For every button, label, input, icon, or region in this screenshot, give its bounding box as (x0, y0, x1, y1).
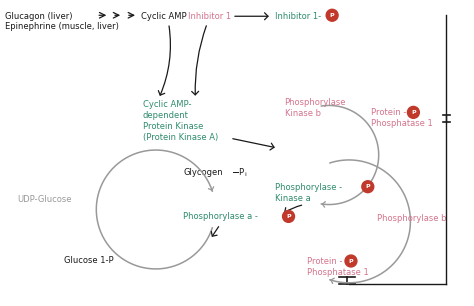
Circle shape (326, 9, 338, 21)
Text: Phosphorylase a -: Phosphorylase a - (183, 212, 258, 222)
Text: Inhibitor 1: Inhibitor 1 (189, 12, 232, 21)
Text: Epinephrine (muscle, liver): Epinephrine (muscle, liver) (5, 22, 119, 31)
Text: Glucose 1-P: Glucose 1-P (64, 256, 113, 265)
Text: P: P (238, 168, 243, 177)
Text: i: i (244, 172, 246, 177)
Text: Protein -: Protein - (371, 108, 406, 118)
Text: Glucagon (liver): Glucagon (liver) (5, 12, 73, 21)
Text: UDP-Glucose: UDP-Glucose (17, 195, 72, 203)
Text: Cyclic AMP: Cyclic AMP (141, 12, 186, 21)
Circle shape (408, 106, 419, 118)
Text: Glycogen: Glycogen (183, 168, 223, 177)
Text: Phosphorylase b: Phosphorylase b (377, 215, 446, 223)
Text: P: P (365, 184, 370, 189)
Text: P: P (349, 259, 353, 263)
Text: Phosphatase 1: Phosphatase 1 (371, 119, 432, 128)
Text: P: P (411, 110, 416, 115)
Text: Phosphorylase: Phosphorylase (284, 99, 346, 107)
Text: Kinase a: Kinase a (274, 194, 310, 203)
Text: Protein Kinase: Protein Kinase (143, 122, 203, 131)
Text: Kinase b: Kinase b (284, 110, 320, 118)
Text: Protein -: Protein - (307, 257, 343, 266)
Circle shape (362, 181, 374, 193)
Text: Inhibitor 1-: Inhibitor 1- (274, 12, 321, 21)
Text: (Protein Kinase A): (Protein Kinase A) (143, 133, 218, 142)
Circle shape (345, 255, 357, 267)
Text: Cyclic AMP-: Cyclic AMP- (143, 100, 191, 110)
Text: P: P (286, 214, 291, 219)
Text: Phosphatase 1: Phosphatase 1 (307, 268, 369, 277)
Text: Phosphorylase -: Phosphorylase - (274, 183, 342, 192)
Text: dependent: dependent (143, 111, 189, 120)
Text: P: P (330, 13, 335, 18)
Circle shape (283, 211, 294, 222)
